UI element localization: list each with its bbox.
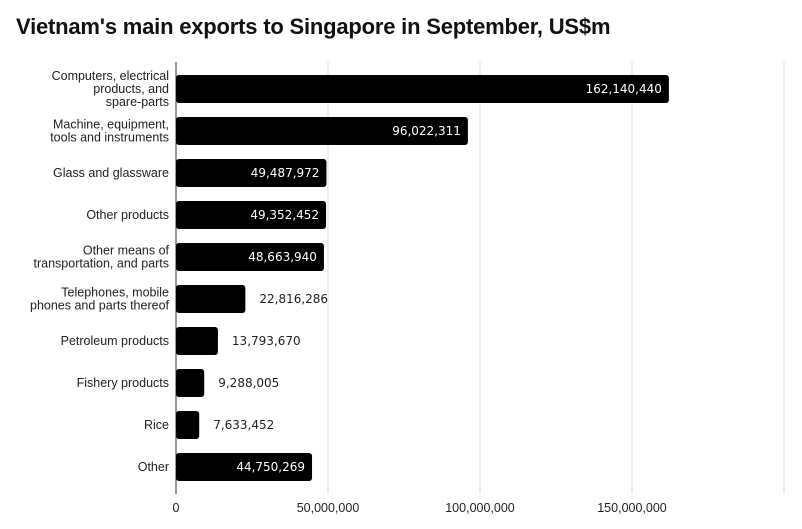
chart-title: Vietnam's main exports to Singapore in S… — [16, 14, 611, 39]
category-label: Telephones, mobile phones and parts there… — [30, 286, 170, 313]
x-tick-label: 50,000,000 — [297, 501, 360, 515]
category-label: Glass and glassware — [53, 166, 169, 180]
data-label: 48,663,940 — [248, 250, 317, 264]
data-label: 13,793,670 — [232, 334, 301, 348]
category-label: Rice — [144, 418, 169, 432]
data-label: 44,750,269 — [236, 460, 305, 474]
category-label: Computers, electrical products, and spare-… — [52, 69, 169, 109]
bar — [176, 453, 313, 481]
bar — [176, 75, 669, 103]
category-label: Petroleum products — [61, 334, 169, 348]
data-label: 9,288,005 — [218, 376, 279, 390]
category-label: Other — [138, 460, 169, 474]
x-tick-label: 150,000,000 — [597, 501, 667, 515]
bar — [176, 117, 468, 145]
bars — [176, 75, 669, 481]
x-tick-label: 0 — [173, 501, 180, 515]
bar — [176, 285, 246, 313]
data-label: 96,022,311 — [392, 124, 461, 138]
x-axis-tick-labels: 0 50,000,000 100,000,000 150,000,000 — [173, 501, 667, 515]
category-label: Fishery products — [77, 376, 169, 390]
bar — [176, 327, 218, 355]
category-labels: Computers, electrical products, and spare-… — [30, 69, 170, 474]
category-label: Other products — [86, 208, 169, 222]
category-label: Other means of transportation, and parts — [34, 244, 170, 271]
x-tick-label: 100,000,000 — [445, 501, 515, 515]
data-label: 7,633,452 — [213, 418, 274, 432]
category-label: Machine, equipment, tools and instruments — [50, 118, 169, 145]
data-label: 49,352,452 — [250, 208, 319, 222]
bar — [176, 243, 324, 271]
data-label: 22,816,286 — [259, 292, 328, 306]
bar — [176, 411, 200, 439]
data-label: 49,487,972 — [251, 166, 320, 180]
bar — [176, 159, 327, 187]
data-label: 162,140,440 — [586, 82, 662, 96]
value-labels: 162,140,440 96,022,311 49,487,972 49,352,45… — [213, 82, 662, 474]
bar — [176, 369, 205, 397]
bar — [176, 201, 327, 229]
